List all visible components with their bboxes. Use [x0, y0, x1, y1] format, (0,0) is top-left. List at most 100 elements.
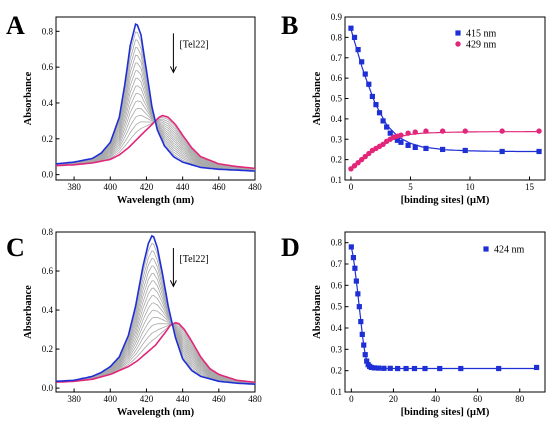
panel-a: A 380 400 420 440 460 480 0.0 0.2 0.4 0.6 0.8 Wavele…: [6, 11, 262, 206]
intermediate-spectrum-line: [56, 31, 255, 172]
plot-frame: [55, 231, 256, 393]
y-tick-label: 0.4: [331, 323, 343, 333]
data-point: [366, 150, 372, 157]
y-tick-label: 0.6: [42, 62, 54, 72]
data-point: [350, 255, 357, 261]
y-tick-label: 0.6: [331, 73, 343, 83]
intermediate-spectrum-line: [56, 316, 255, 384]
data-point: [411, 365, 418, 372]
plot-frame: [344, 231, 546, 393]
y-tick-label: 0.5: [331, 94, 343, 104]
y-tick-label: 0.7: [331, 259, 343, 269]
panel-letter: C: [6, 233, 25, 262]
initial-spectrum-line: [56, 23, 255, 172]
data-point: [380, 141, 386, 148]
x-tick-label: 460: [212, 182, 226, 192]
y-tick-label: 0.0: [42, 383, 54, 393]
x-tick-label: 420: [140, 394, 154, 404]
x-tick-label: 440: [176, 394, 190, 404]
data-point: [462, 128, 468, 134]
intermediate-spectrum-line: [56, 47, 255, 171]
data-point: [348, 244, 354, 250]
y-tick-label: 0.4: [42, 305, 54, 315]
spectra-group: [56, 234, 255, 385]
data-point: [405, 130, 411, 136]
spectra-group: [56, 23, 255, 172]
intermediate-spectrum-line: [56, 92, 255, 170]
x-tick-label: 15: [525, 182, 535, 192]
x-tick-label: 40: [431, 394, 441, 404]
panel-c: C 380 400 420 440 460 480 0.0 0.2 0.4 0.6 0.8 Wavele…: [6, 227, 262, 418]
x-tick-label: 380: [67, 182, 81, 192]
y-tick-label: 0.2: [42, 344, 53, 354]
data-point: [364, 358, 370, 364]
data-point: [403, 365, 409, 372]
y-axis-label: Absorbance: [312, 285, 323, 339]
data-point: [358, 319, 364, 325]
x-tick-label: 0: [349, 394, 354, 404]
data-point: [373, 102, 379, 108]
data-point: [398, 139, 404, 145]
panel-letter: A: [6, 11, 25, 40]
data-point: [437, 365, 443, 372]
data-point: [381, 365, 387, 371]
data-point: [412, 144, 418, 150]
intermediate-spectrum-line: [56, 242, 255, 385]
intermediate-spectrum-line: [56, 287, 255, 384]
data-point: [496, 365, 502, 372]
x-tick-label: 400: [104, 182, 118, 192]
data-point: [355, 291, 361, 297]
panel-letter: B: [281, 11, 298, 40]
x-axis-label: [binding sites] (μM): [401, 195, 490, 206]
data-point: [387, 365, 393, 371]
data-point: [462, 147, 468, 154]
data-point: [356, 304, 362, 310]
panel-d: D 0 20 40 60 80 0.1 0.2 0.3 0.4 0.5 0.6 0.7 0.8 [bindi…: [281, 231, 546, 418]
x-axis-label: [binding sites] (μM): [401, 407, 490, 418]
x-tick-label: 20: [389, 394, 399, 404]
panel-b: B 0 5 10 15 0.1 0.2 0.3 0.4 0.5 0.6 0.7 0.8 0.9 [bindi…: [281, 11, 546, 206]
arrow-head: [169, 66, 177, 74]
intermediate-spectrum-line: [56, 62, 255, 171]
y-tick-label: 0.8: [331, 32, 343, 42]
data-point: [366, 81, 372, 87]
intermediate-spectrum-line: [56, 39, 255, 172]
data-point: [362, 71, 368, 77]
data-point: [358, 156, 365, 163]
y-tick-label: 0.4: [331, 114, 343, 124]
plot-frame: [344, 16, 546, 181]
data-point: [499, 148, 505, 155]
x-tick-label: 60: [473, 394, 483, 404]
plot-frame: [55, 16, 256, 181]
data-point: [352, 265, 358, 271]
x-tick-label: 460: [212, 394, 226, 404]
data-point: [398, 132, 404, 138]
data-point: [362, 153, 368, 160]
data-point: [499, 128, 505, 134]
x-tick-label: 0: [349, 182, 354, 192]
x-tick-label: 480: [248, 394, 262, 404]
y-tick-label: 0.8: [42, 26, 54, 36]
data-point: [362, 352, 368, 358]
y-tick-label: 0.6: [42, 266, 54, 276]
y-tick-label: 0.0: [42, 170, 54, 180]
data-point: [351, 163, 358, 169]
legend-marker: [455, 41, 461, 47]
titrant-annotation: [Tel22]: [179, 39, 208, 50]
y-tick-label: 0.8: [42, 227, 54, 237]
data-point: [355, 47, 361, 53]
fit-curve: [350, 29, 542, 153]
x-tick-label: 80: [515, 394, 525, 404]
data-point: [533, 364, 540, 371]
x-tick-label: 5: [408, 182, 413, 192]
legend-marker: [455, 30, 461, 36]
x-tick-label: 380: [67, 394, 81, 404]
data-point: [353, 278, 359, 284]
legend-label: 429 nm: [466, 40, 497, 51]
intermediate-spectrum-line: [56, 309, 255, 384]
data-point: [395, 365, 401, 372]
data-point: [423, 128, 429, 134]
initial-spectrum-line: [56, 234, 255, 385]
data-point: [440, 146, 446, 153]
y-tick-label: 0.8: [331, 238, 343, 248]
